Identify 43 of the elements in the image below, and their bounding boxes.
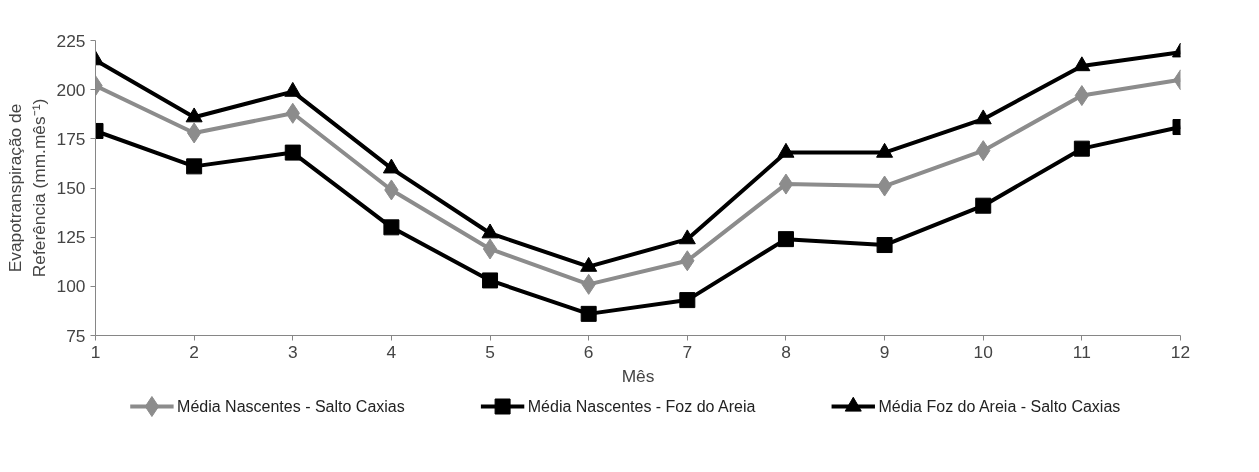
legend-label: Média Nascentes - Salto Caxias [177,398,405,415]
point [777,231,794,248]
point [974,109,992,125]
point [186,122,202,144]
legend-label: Média Nascentes - Foz do Areia [527,398,756,415]
point [876,237,893,254]
x-tick-label: 4 [386,341,397,362]
point [1074,85,1090,107]
x-tick-label: 3 [287,341,298,362]
y-tick-label: 75 [66,325,86,346]
x-tick-label: 11 [1072,341,1091,362]
point [284,81,302,97]
point [482,272,499,289]
point [1073,140,1090,157]
x-tick-label: 10 [973,341,993,362]
y-tick-label: 175 [56,128,86,149]
point [975,197,992,214]
point [383,219,400,236]
point [778,173,794,195]
point [482,238,498,260]
point [185,107,203,123]
x-tick-label: 9 [879,341,890,362]
legend-label: Média Foz do Areia - Salto Caxias [878,398,1121,415]
x-tick-label: 5 [485,341,495,362]
x-tick-label: 1 [90,341,101,362]
x-axis-title: Mês [621,365,655,386]
y-tick-label: 150 [56,178,86,198]
point [679,292,696,309]
x-tick-label: 2 [189,341,199,362]
y-tick-label: 225 [56,30,86,51]
point [580,305,597,322]
point [284,144,301,161]
y-tick-label: 125 [56,227,86,248]
point [1073,56,1091,72]
point [186,158,203,175]
y-axis-title: Evapotranspiração de Referência (mm.mês⁻¹) [4,98,49,278]
x-tick-label: 7 [682,341,693,362]
x-tick-label: 6 [583,341,594,362]
y-tick-label: 100 [56,276,86,297]
point [382,158,400,174]
x-tick-label: 12 [1170,341,1191,362]
y-tick-label: 200 [56,79,86,100]
x-tick-label: 8 [781,341,791,362]
